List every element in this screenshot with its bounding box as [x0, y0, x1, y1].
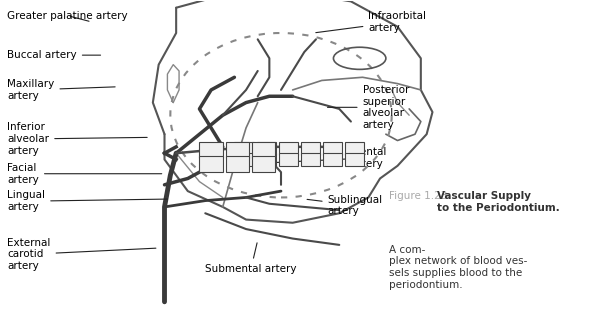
Text: Submental artery: Submental artery	[205, 243, 297, 274]
Bar	[234, 142, 253, 155]
Bar	[252, 156, 275, 172]
Bar	[301, 142, 320, 155]
Bar	[226, 156, 249, 172]
Text: Buccal artery: Buccal artery	[7, 50, 101, 60]
Text: A com-
plex network of blood ves-
sels supplies blood to the
periodontium.: A com- plex network of blood ves- sels s…	[389, 245, 527, 290]
Bar	[252, 142, 275, 158]
Bar	[256, 153, 276, 166]
Text: Figure 1.23.: Figure 1.23.	[389, 191, 454, 201]
Bar	[279, 153, 298, 166]
Text: Posterior
superior
alveolar
artery: Posterior superior alveolar artery	[327, 85, 409, 130]
Bar	[234, 153, 253, 166]
Bar	[301, 153, 320, 166]
Text: External
carotid
artery: External carotid artery	[7, 238, 156, 271]
Text: Mental
artery: Mental artery	[275, 147, 387, 169]
Bar	[345, 142, 364, 155]
Bar	[323, 153, 342, 166]
Text: Infraorbital
artery: Infraorbital artery	[316, 11, 426, 33]
Text: Sublingual
artery: Sublingual artery	[307, 195, 383, 216]
Text: Greater palatine artery: Greater palatine artery	[7, 11, 128, 21]
Text: Lingual
artery: Lingual artery	[7, 190, 168, 212]
Text: Vascular Supply
to the Periodontium.: Vascular Supply to the Periodontium.	[436, 191, 559, 213]
Bar	[200, 156, 223, 172]
Bar	[200, 142, 223, 158]
Text: Maxillary
artery: Maxillary artery	[7, 79, 115, 101]
Bar	[226, 142, 249, 158]
Text: Facial
artery: Facial artery	[7, 163, 162, 184]
Bar	[279, 142, 298, 155]
Bar	[345, 153, 364, 166]
Text: Inferior
alveolar
artery: Inferior alveolar artery	[7, 122, 147, 156]
Bar	[323, 142, 342, 155]
Bar	[256, 142, 276, 155]
